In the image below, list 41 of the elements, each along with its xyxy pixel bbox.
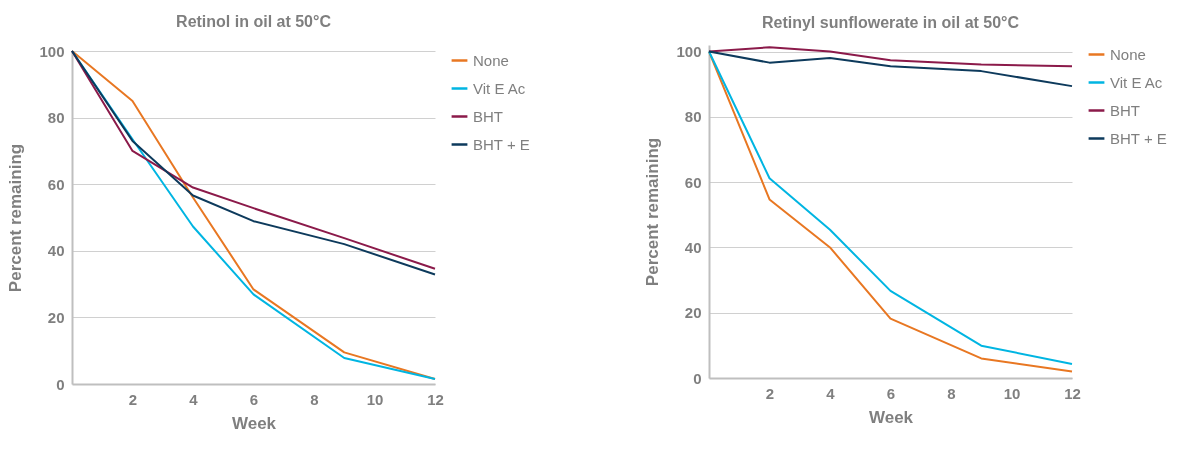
y-tick-label: 100 (676, 43, 702, 61)
y-tick-label: 60 (47, 175, 65, 193)
legend-label: BHT + E (1110, 129, 1167, 147)
x-axis-title: Week (868, 407, 914, 427)
x-tick-label: 10 (366, 390, 384, 408)
y-tick-label: 80 (47, 109, 65, 127)
line-series (708, 50, 1073, 88)
y-tick-label: 0 (56, 375, 65, 393)
y-axis-title: Percent remaining (6, 143, 26, 293)
chart-title: Retinol in oil at 50°C (176, 13, 332, 30)
line-series (708, 46, 1073, 68)
legend-label: BHT + E (473, 135, 530, 153)
y-tick-label: 40 (684, 238, 702, 256)
chart-title: Retinyl sunflowerate in oil at 50°C (761, 13, 1020, 31)
x-tick-label: 4 (189, 390, 199, 408)
legend-label: BHT (1110, 101, 1140, 119)
y-tick-label: 100 (39, 42, 65, 60)
x-tick-label: 8 (947, 384, 956, 402)
y-tick-label: 60 (684, 173, 702, 191)
y-tick-label: 20 (47, 308, 65, 326)
legend-label: BHT (473, 107, 503, 125)
x-tick-label: 6 (249, 390, 259, 408)
x-tick-label: 10 (1003, 384, 1021, 402)
x-tick-label: 2 (128, 390, 138, 408)
legend-label: Vit E Ac (1110, 73, 1163, 91)
y-tick-label: 20 (684, 304, 702, 322)
line-series (71, 50, 436, 381)
legend-label: None (1110, 45, 1146, 63)
legend-label: Vit E Ac (473, 79, 526, 97)
x-axis-title: Week (231, 413, 277, 433)
x-tick-label: 6 (886, 384, 896, 402)
y-tick-label: 0 (693, 369, 702, 387)
x-tick-label: 12 (427, 390, 444, 408)
x-tick-label: 8 (310, 390, 319, 408)
y-axis-title: Percent remaining (643, 137, 663, 287)
legend-label: None (473, 51, 509, 69)
y-tick-label: 80 (684, 108, 702, 126)
x-tick-label: 2 (765, 384, 775, 402)
x-tick-label: 12 (1064, 384, 1081, 402)
x-tick-label: 4 (826, 384, 836, 402)
y-tick-label: 40 (47, 242, 65, 260)
